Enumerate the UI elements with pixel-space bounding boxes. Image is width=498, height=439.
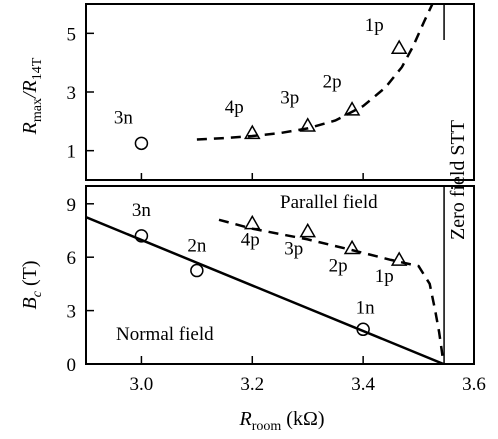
bottom-y-tick-label: 9 [67,195,77,216]
bottom-point-label-3p: 3p [284,238,303,259]
top-point-3n [135,137,147,149]
x-tick-label: 3.6 [462,374,486,395]
top-point-1p [392,41,406,53]
top-point-label-4p: 4p [225,97,244,118]
top-point-label-3n: 3n [114,107,134,128]
x-tick-label: 3.2 [240,374,264,395]
bottom-point-label-3n: 3n [132,200,152,221]
bottom-y-tick-label: 0 [67,355,77,376]
top-y-tick-label: 1 [67,142,77,163]
top-point-label-1p: 1p [365,15,384,36]
bottom-point-label-4p: 4p [241,229,260,250]
top-y-axis-label: Rmax/R14T [19,57,45,135]
bottom-y-tick-label: 6 [67,248,77,269]
bottom-point-label-2n: 2n [187,236,207,257]
bottom-point-2n [191,265,203,277]
zero-field-stt-label: Zero field STT [447,120,469,240]
x-tick-label: 3.4 [351,374,375,395]
bottom-point-label-1n: 1n [356,297,376,318]
bottom-y-axis-label: Bc (T) [19,261,45,310]
bottom-point-3p [301,224,315,236]
bottom-point-label-1p: 1p [375,266,394,287]
bottom-point-label-2p: 2p [329,255,348,276]
top-dashed-fit-curve [197,4,433,140]
bottom-y-tick-label: 3 [67,302,77,323]
top-point-label-2p: 2p [323,72,342,93]
normal-field-annotation: Normal field [116,324,214,345]
top-y-tick-label: 3 [67,83,77,104]
x-tick-label: 3.0 [130,374,154,395]
top-y-tick-label: 5 [67,24,77,45]
bottom-point-4p [245,216,259,228]
top-point-label-3p: 3p [280,88,299,109]
parallel-field-annotation: Parallel field [280,192,378,213]
top-panel-plot: 1 3 5 3n 4p 3p 2p 1p [67,4,475,180]
x-axis-label: Rroom (kΩ) [239,408,325,434]
